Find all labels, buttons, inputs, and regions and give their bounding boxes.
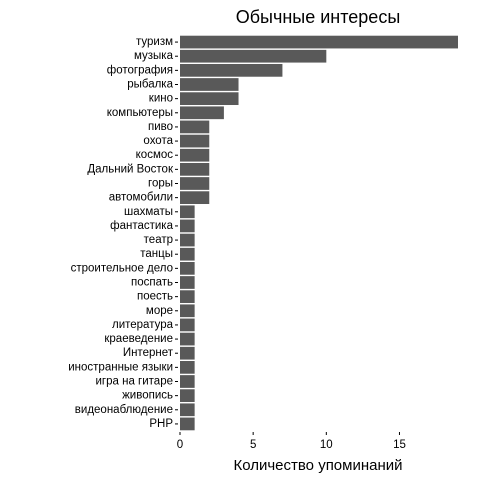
y-tick-label: Интернет xyxy=(123,347,174,359)
y-tick-label: иностранные языки xyxy=(68,361,173,373)
chart-title: Обычные интересы xyxy=(236,7,401,27)
bar-22 xyxy=(180,346,195,360)
y-tick-label: охота xyxy=(143,135,173,147)
y-tick-label: автомобили xyxy=(109,192,173,204)
bar-25 xyxy=(180,389,195,403)
y-tick-label: пиво xyxy=(148,121,173,133)
bar-19 xyxy=(180,304,195,318)
y-tick-label: шахматы xyxy=(124,206,173,218)
bar-7 xyxy=(180,134,210,148)
x-tick-label: 15 xyxy=(393,439,406,451)
bar-4 xyxy=(180,92,239,106)
x-tick-label: 10 xyxy=(320,439,333,451)
y-tick-label: танцы xyxy=(140,248,173,260)
y-tick-label: компьютеры xyxy=(107,107,173,119)
y-tick-label: фотография xyxy=(107,64,173,76)
y-tick-label: игра на гитаре xyxy=(96,376,174,388)
bar-21 xyxy=(180,332,195,346)
x-axis-title: Количество упоминаний xyxy=(233,457,402,474)
y-tick-label: Дальний Восток xyxy=(87,163,174,175)
bar-20 xyxy=(180,318,195,332)
bar-23 xyxy=(180,360,195,374)
bar-9 xyxy=(180,162,210,176)
y-tick-label: театр xyxy=(144,234,173,246)
bar-2 xyxy=(180,63,283,77)
bar-5 xyxy=(180,106,224,120)
y-tick-label: живопись xyxy=(122,390,173,402)
bar-3 xyxy=(180,78,239,91)
y-tick-label: море xyxy=(146,305,173,317)
bar-24 xyxy=(180,375,195,388)
bar-0 xyxy=(180,35,458,49)
y-tick-label: PHP xyxy=(149,418,173,430)
y-tick-label: музыка xyxy=(134,50,174,62)
bar-14 xyxy=(180,233,195,247)
bar-12 xyxy=(180,205,195,219)
bar-10 xyxy=(180,177,210,190)
bar-15 xyxy=(180,247,195,261)
y-tick-label: поесть xyxy=(137,291,173,303)
bar-13 xyxy=(180,219,195,233)
bar-8 xyxy=(180,148,210,162)
y-tick-label: туризм xyxy=(136,36,173,48)
y-tick-label: рыбалка xyxy=(127,79,173,91)
bars-group xyxy=(180,35,458,431)
bar-18 xyxy=(180,290,195,304)
y-tick-label: литература xyxy=(112,319,174,331)
x-tick-label: 0 xyxy=(177,439,183,451)
bar-26 xyxy=(180,403,195,417)
x-tick-label: 5 xyxy=(250,439,256,451)
y-tick-label: видеонаблюдение xyxy=(75,404,173,416)
x-axis: 0 5 10 15 xyxy=(177,432,406,451)
bar-11 xyxy=(180,191,210,205)
bar-27 xyxy=(180,417,195,431)
y-tick-label: горы xyxy=(148,178,173,190)
y-axis: туризм музыка фотография рыбалка кино компьют… xyxy=(68,36,178,430)
y-tick-label: кино xyxy=(149,93,173,105)
bar-16 xyxy=(180,261,195,275)
y-tick-label: краеведение xyxy=(104,333,173,345)
bar-1 xyxy=(180,49,327,63)
y-tick-label: космос xyxy=(136,149,174,161)
y-tick-label: строительное дело xyxy=(71,262,173,274)
y-tick-label: фантастика xyxy=(110,220,173,232)
y-tick-label: поспать xyxy=(131,277,173,289)
bar-17 xyxy=(180,276,195,289)
bar-6 xyxy=(180,120,210,134)
